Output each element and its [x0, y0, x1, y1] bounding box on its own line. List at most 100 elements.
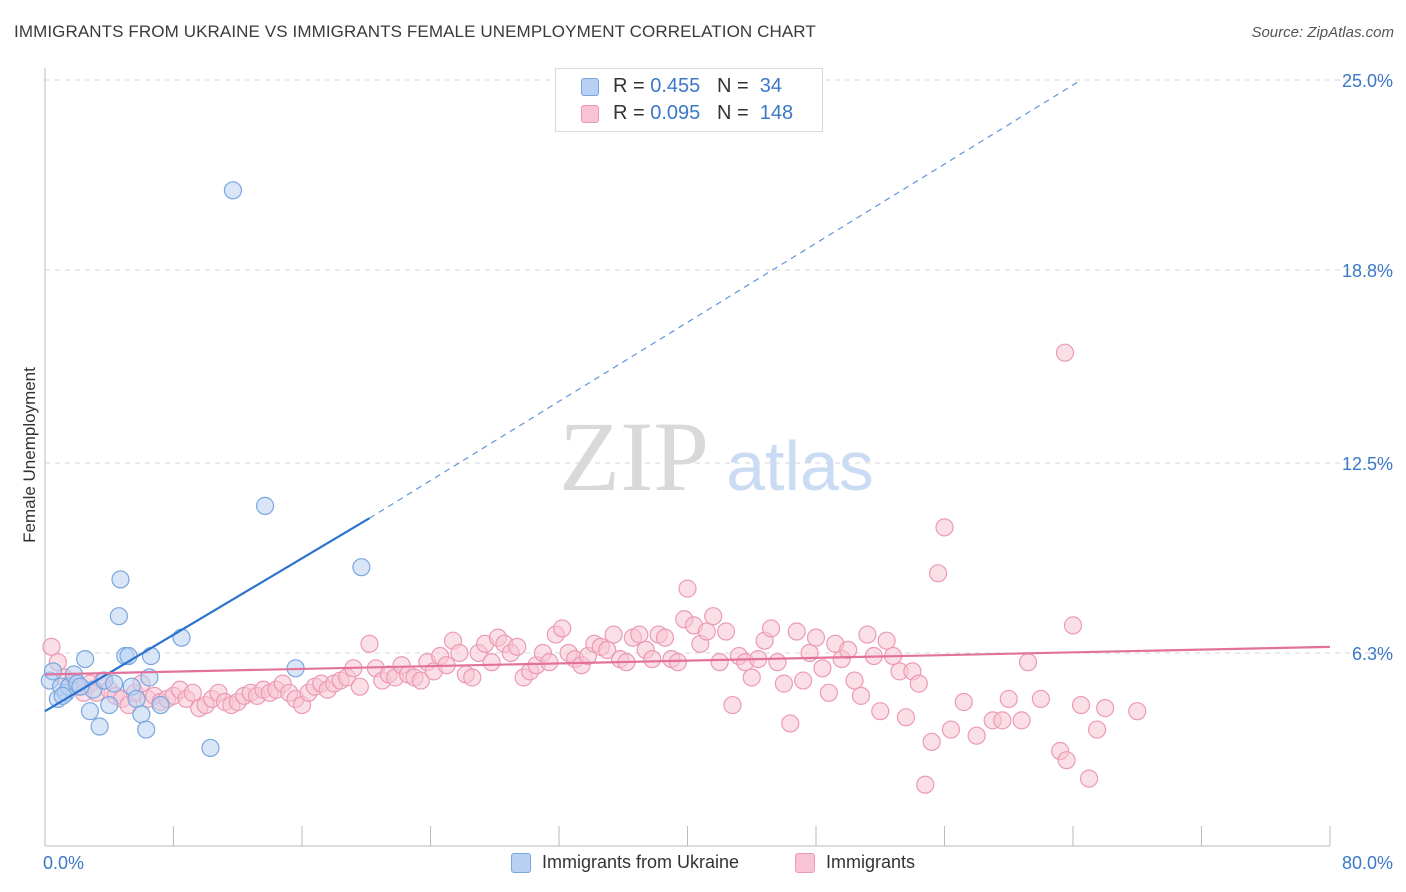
- data-point-ukraine: [201, 738, 220, 758]
- data-point-immigrants: [350, 677, 369, 696]
- legend-item-label: Immigrants: [826, 852, 916, 872]
- data-point-immigrants: [922, 732, 941, 751]
- n-value: 34: [759, 75, 783, 97]
- data-point-immigrants: [1079, 769, 1099, 788]
- data-point-immigrants: [916, 775, 935, 794]
- data-point-immigrants: [877, 631, 896, 650]
- data-point-ukraine: [223, 181, 243, 200]
- data-point-ukraine: [255, 496, 275, 515]
- data-point-immigrants: [1071, 695, 1091, 715]
- chart-title: IMMIGRANTS FROM UKRAINE VS IMMIGRANTS FE…: [14, 22, 816, 41]
- y-tick-label: 18.8%: [1342, 261, 1393, 281]
- data-point-immigrants: [553, 619, 572, 638]
- trend-line-ukraine: [44, 517, 371, 713]
- data-point-immigrants: [858, 625, 877, 644]
- data-point-ukraine: [76, 649, 95, 669]
- data-point-immigrants: [839, 640, 858, 660]
- data-point-immigrants: [360, 634, 379, 653]
- r-value: 0.455: [650, 75, 701, 97]
- data-point-immigrants: [928, 564, 948, 583]
- data-point-immigrants: [742, 668, 761, 687]
- watermark-atlas: atlas: [726, 427, 874, 505]
- data-point-immigrants: [1096, 699, 1115, 718]
- data-point-immigrants: [723, 695, 742, 715]
- data-point-immigrants: [781, 714, 800, 733]
- data-point-ukraine: [109, 607, 128, 626]
- data-point-immigrants: [761, 619, 781, 638]
- data-point-immigrants: [999, 689, 1018, 709]
- series-ukraine-points: [40, 181, 371, 758]
- data-point-ukraine: [172, 628, 191, 647]
- data-point-ukraine: [141, 646, 161, 666]
- series-immigrants-points: [42, 343, 1147, 794]
- data-point-ukraine: [132, 705, 151, 724]
- data-point-immigrants: [787, 622, 806, 641]
- data-point-immigrants: [463, 668, 482, 687]
- data-point-immigrants: [871, 702, 890, 721]
- correlation-legend: R = 0.455 N = 34 R = 0.095 N = 148: [555, 68, 823, 132]
- trend-lines: [44, 79, 1331, 713]
- data-point-immigrants: [1087, 720, 1107, 739]
- y-tick-label: 12.5%: [1342, 454, 1393, 474]
- data-point-immigrants: [794, 671, 813, 690]
- data-point-immigrants: [668, 653, 687, 672]
- y-tick-label: 6.3%: [1352, 644, 1393, 664]
- legend-item-label: Immigrants from Ukraine: [542, 852, 740, 872]
- data-point-ukraine: [352, 558, 371, 577]
- data-point-ukraine: [90, 717, 109, 736]
- source-label: Source: ZipAtlas.com: [1251, 24, 1394, 41]
- data-point-immigrants: [967, 726, 986, 745]
- watermark-zip: ZIP: [559, 401, 709, 512]
- data-point-immigrants: [954, 692, 973, 712]
- axes: [44, 68, 1331, 847]
- data-point-immigrants: [1055, 343, 1075, 362]
- watermark: ZIP atlas: [559, 401, 874, 512]
- data-point-immigrants: [768, 653, 787, 672]
- data-point-immigrants: [655, 628, 675, 647]
- data-point-immigrants: [598, 640, 617, 660]
- data-point-immigrants: [630, 625, 649, 644]
- y-axis-label: Female Unemployment: [20, 367, 39, 543]
- data-point-immigrants: [909, 674, 928, 693]
- data-point-immigrants: [896, 708, 916, 727]
- immigrants-swatch-icon: [581, 105, 599, 123]
- data-point-immigrants: [716, 622, 736, 641]
- data-point-ukraine: [137, 720, 156, 739]
- trend-line-ukraine-extension: [369, 79, 1082, 519]
- data-point-ukraine: [127, 689, 146, 709]
- data-point-immigrants: [710, 653, 729, 672]
- n-value: 148: [759, 102, 794, 124]
- legend-row-text: R = 0.455 N = 34: [613, 75, 783, 97]
- legend-row-text: R = 0.095 N = 148: [613, 102, 794, 124]
- data-point-immigrants: [1018, 653, 1038, 672]
- data-point-immigrants: [183, 683, 202, 702]
- data-point-immigrants: [697, 622, 716, 641]
- data-point-immigrants: [1031, 689, 1050, 709]
- data-point-immigrants: [819, 683, 838, 702]
- data-point-immigrants: [813, 659, 832, 678]
- data-point-ukraine: [71, 677, 90, 696]
- data-point-ukraine: [151, 695, 170, 715]
- data-point-immigrants: [806, 628, 826, 647]
- data-point-immigrants: [851, 686, 871, 705]
- data-point-immigrants: [604, 625, 623, 644]
- data-point-immigrants: [774, 674, 793, 693]
- data-point-ukraine: [104, 674, 124, 693]
- trend-line-immigrants: [44, 645, 1331, 676]
- tick-labels: 6.3% 12.5% 18.8% 25.0% 0.0% 80.0%: [43, 71, 1393, 873]
- data-point-immigrants: [941, 720, 961, 739]
- gridlines: [45, 79, 1395, 654]
- data-point-immigrants: [1057, 751, 1076, 770]
- data-point-immigrants: [993, 711, 1012, 730]
- data-point-ukraine: [100, 695, 119, 715]
- x-tick-label: 0.0%: [43, 853, 84, 873]
- data-point-immigrants: [704, 607, 723, 626]
- data-point-immigrants: [482, 653, 501, 672]
- data-point-immigrants: [845, 671, 864, 690]
- immigrants-legend-swatch-icon: [795, 853, 815, 873]
- data-point-immigrants: [508, 637, 527, 656]
- data-point-immigrants: [42, 637, 61, 656]
- x-tick-label: 80.0%: [1342, 853, 1393, 873]
- r-value: 0.095: [650, 102, 701, 124]
